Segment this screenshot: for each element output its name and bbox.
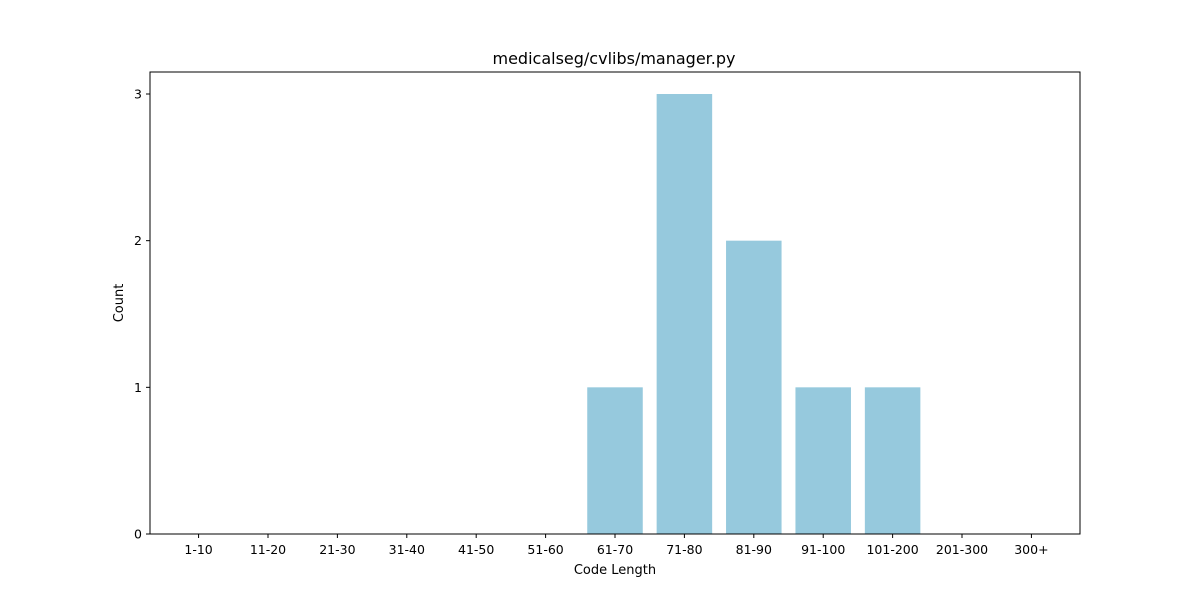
bar-81-90 <box>726 240 782 535</box>
bar-91-100 <box>795 387 851 534</box>
x-tick-label: 61-70 <box>597 542 633 557</box>
x-tick-label: 91-100 <box>801 542 845 557</box>
y-tick-label: 3 <box>134 87 142 102</box>
x-axis-ticks: 1-10 11-20 21-30 31-40 41-50 51-60 61-70 71-80 8… <box>184 534 1049 557</box>
bars-layer <box>587 94 921 535</box>
x-tick-label: 21-30 <box>319 542 355 557</box>
x-tick-label: 51-60 <box>527 542 563 557</box>
x-axis-label: Code Length <box>574 563 656 578</box>
bar-101-200 <box>864 387 921 534</box>
y-axis-label: Count <box>112 284 127 323</box>
y-tick-label: 2 <box>134 233 142 248</box>
y-tick-label: 0 <box>134 527 142 542</box>
y-axis-ticks: 0 1 2 3 <box>134 87 150 542</box>
x-tick-label: 1-10 <box>184 542 212 557</box>
x-tick-label: 41-50 <box>458 542 494 557</box>
x-tick-label: 300+ <box>1014 542 1048 557</box>
bar-61-70 <box>587 387 643 534</box>
x-tick-label: 31-40 <box>389 542 425 557</box>
chart-title: medicalseg/cvlibs/manager.py <box>493 49 736 68</box>
x-tick-label: 11-20 <box>250 542 286 557</box>
y-tick-label: 1 <box>134 380 142 395</box>
x-tick-label: 201-300 <box>936 542 988 557</box>
x-tick-label: 101-200 <box>866 542 918 557</box>
x-tick-label: 71-80 <box>666 542 702 557</box>
x-tick-label: 81-90 <box>736 542 772 557</box>
bar-71-80 <box>656 94 713 534</box>
